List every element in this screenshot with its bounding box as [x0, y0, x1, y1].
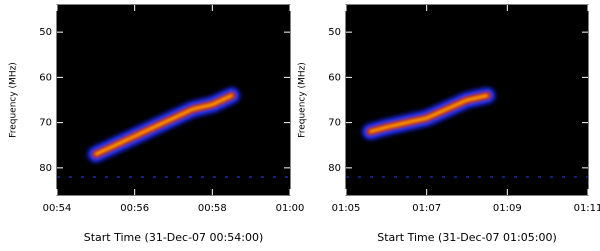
panel: 50 60 70 80 00:54 00:56 00:58 01:00 Start Time (…: [9, 4, 305, 244]
x-tick-label: 01:05: [332, 203, 361, 214]
plot-frame: [56, 4, 291, 196]
x-axis-title: Start Time (31-Dec-07 00:54:00): [84, 231, 264, 244]
y-tick-label: 80: [328, 163, 341, 174]
x-tick-label: 01:07: [412, 203, 441, 214]
x-tick-label: 01:00: [276, 203, 305, 214]
x-axis-title: Start Time (31-Dec-07 01:05:00): [377, 231, 557, 244]
y-tick-label: 60: [39, 72, 52, 83]
x-tick-label: 00:56: [120, 203, 149, 214]
x-tick-label: 01:11: [574, 203, 600, 214]
y-tick-label: 70: [39, 118, 52, 129]
y-axis-title: Frequency (MHz): [298, 62, 308, 138]
burst-ridge: [94, 93, 234, 156]
y-tick-label: 60: [328, 72, 341, 83]
plot-area: [57, 5, 290, 195]
burst-ridge: [368, 93, 489, 134]
x-tick-label: 01:09: [493, 203, 522, 214]
y-tick-label: 50: [39, 27, 52, 38]
y-tick-label: 70: [328, 118, 341, 129]
y-axis-title: Frequency (MHz): [9, 62, 19, 138]
y-tick-label: 50: [328, 27, 341, 38]
panel: 50 60 70 80 01:05 01:07 01:09 01:11 Start Time (…: [298, 4, 600, 244]
x-tick-label: 00:58: [198, 203, 227, 214]
plot-frame: [345, 4, 589, 196]
x-tick-label: 00:54: [43, 203, 72, 214]
y-tick-label: 80: [39, 163, 52, 174]
